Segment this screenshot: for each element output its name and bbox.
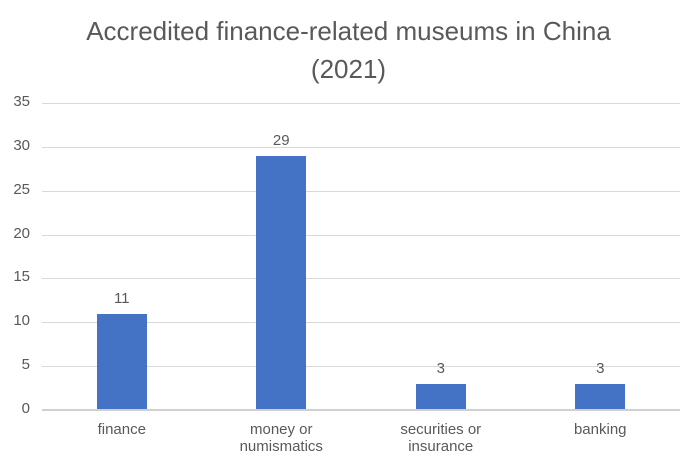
gridline [42, 322, 680, 324]
gridline [42, 234, 680, 236]
data-label: 3 [436, 359, 445, 377]
x-tick-label: money or numismatics [239, 421, 323, 455]
gridline [42, 190, 680, 192]
plot-area: 11 29 3 3 [42, 103, 680, 411]
y-tick-label: 0 [21, 400, 30, 417]
bar-finance [96, 313, 147, 409]
data-label: 29 [272, 131, 290, 149]
x-axis-line [42, 409, 680, 411]
x-tick-label: finance [97, 421, 146, 438]
x-tick-label: banking [573, 421, 627, 438]
y-tick-label: 10 [13, 312, 30, 330]
gridline [42, 366, 680, 368]
bar-securities-or-insurance [415, 383, 466, 409]
data-label: 11 [113, 289, 130, 307]
y-tick-label: 35 [13, 93, 30, 110]
y-tick-label: 15 [13, 268, 30, 286]
chart-title: Accredited finance-related museums in Ch… [0, 12, 697, 88]
y-tick-label: 5 [21, 356, 30, 374]
gridline [42, 278, 680, 280]
gridline [42, 103, 680, 104]
chart-title-line-2: (2021) [310, 54, 387, 84]
data-label: 3 [596, 359, 605, 377]
gridline [42, 146, 680, 148]
y-tick-label: 25 [13, 180, 30, 198]
chart-title-line-1: Accredited finance-related museums in Ch… [86, 16, 611, 46]
y-tick-label: 30 [13, 136, 30, 154]
x-tick-label: securities or insurance [400, 421, 482, 455]
y-tick-label: 20 [13, 224, 30, 242]
bar-banking [575, 383, 626, 409]
bar-money-or-numismatics [256, 155, 307, 409]
